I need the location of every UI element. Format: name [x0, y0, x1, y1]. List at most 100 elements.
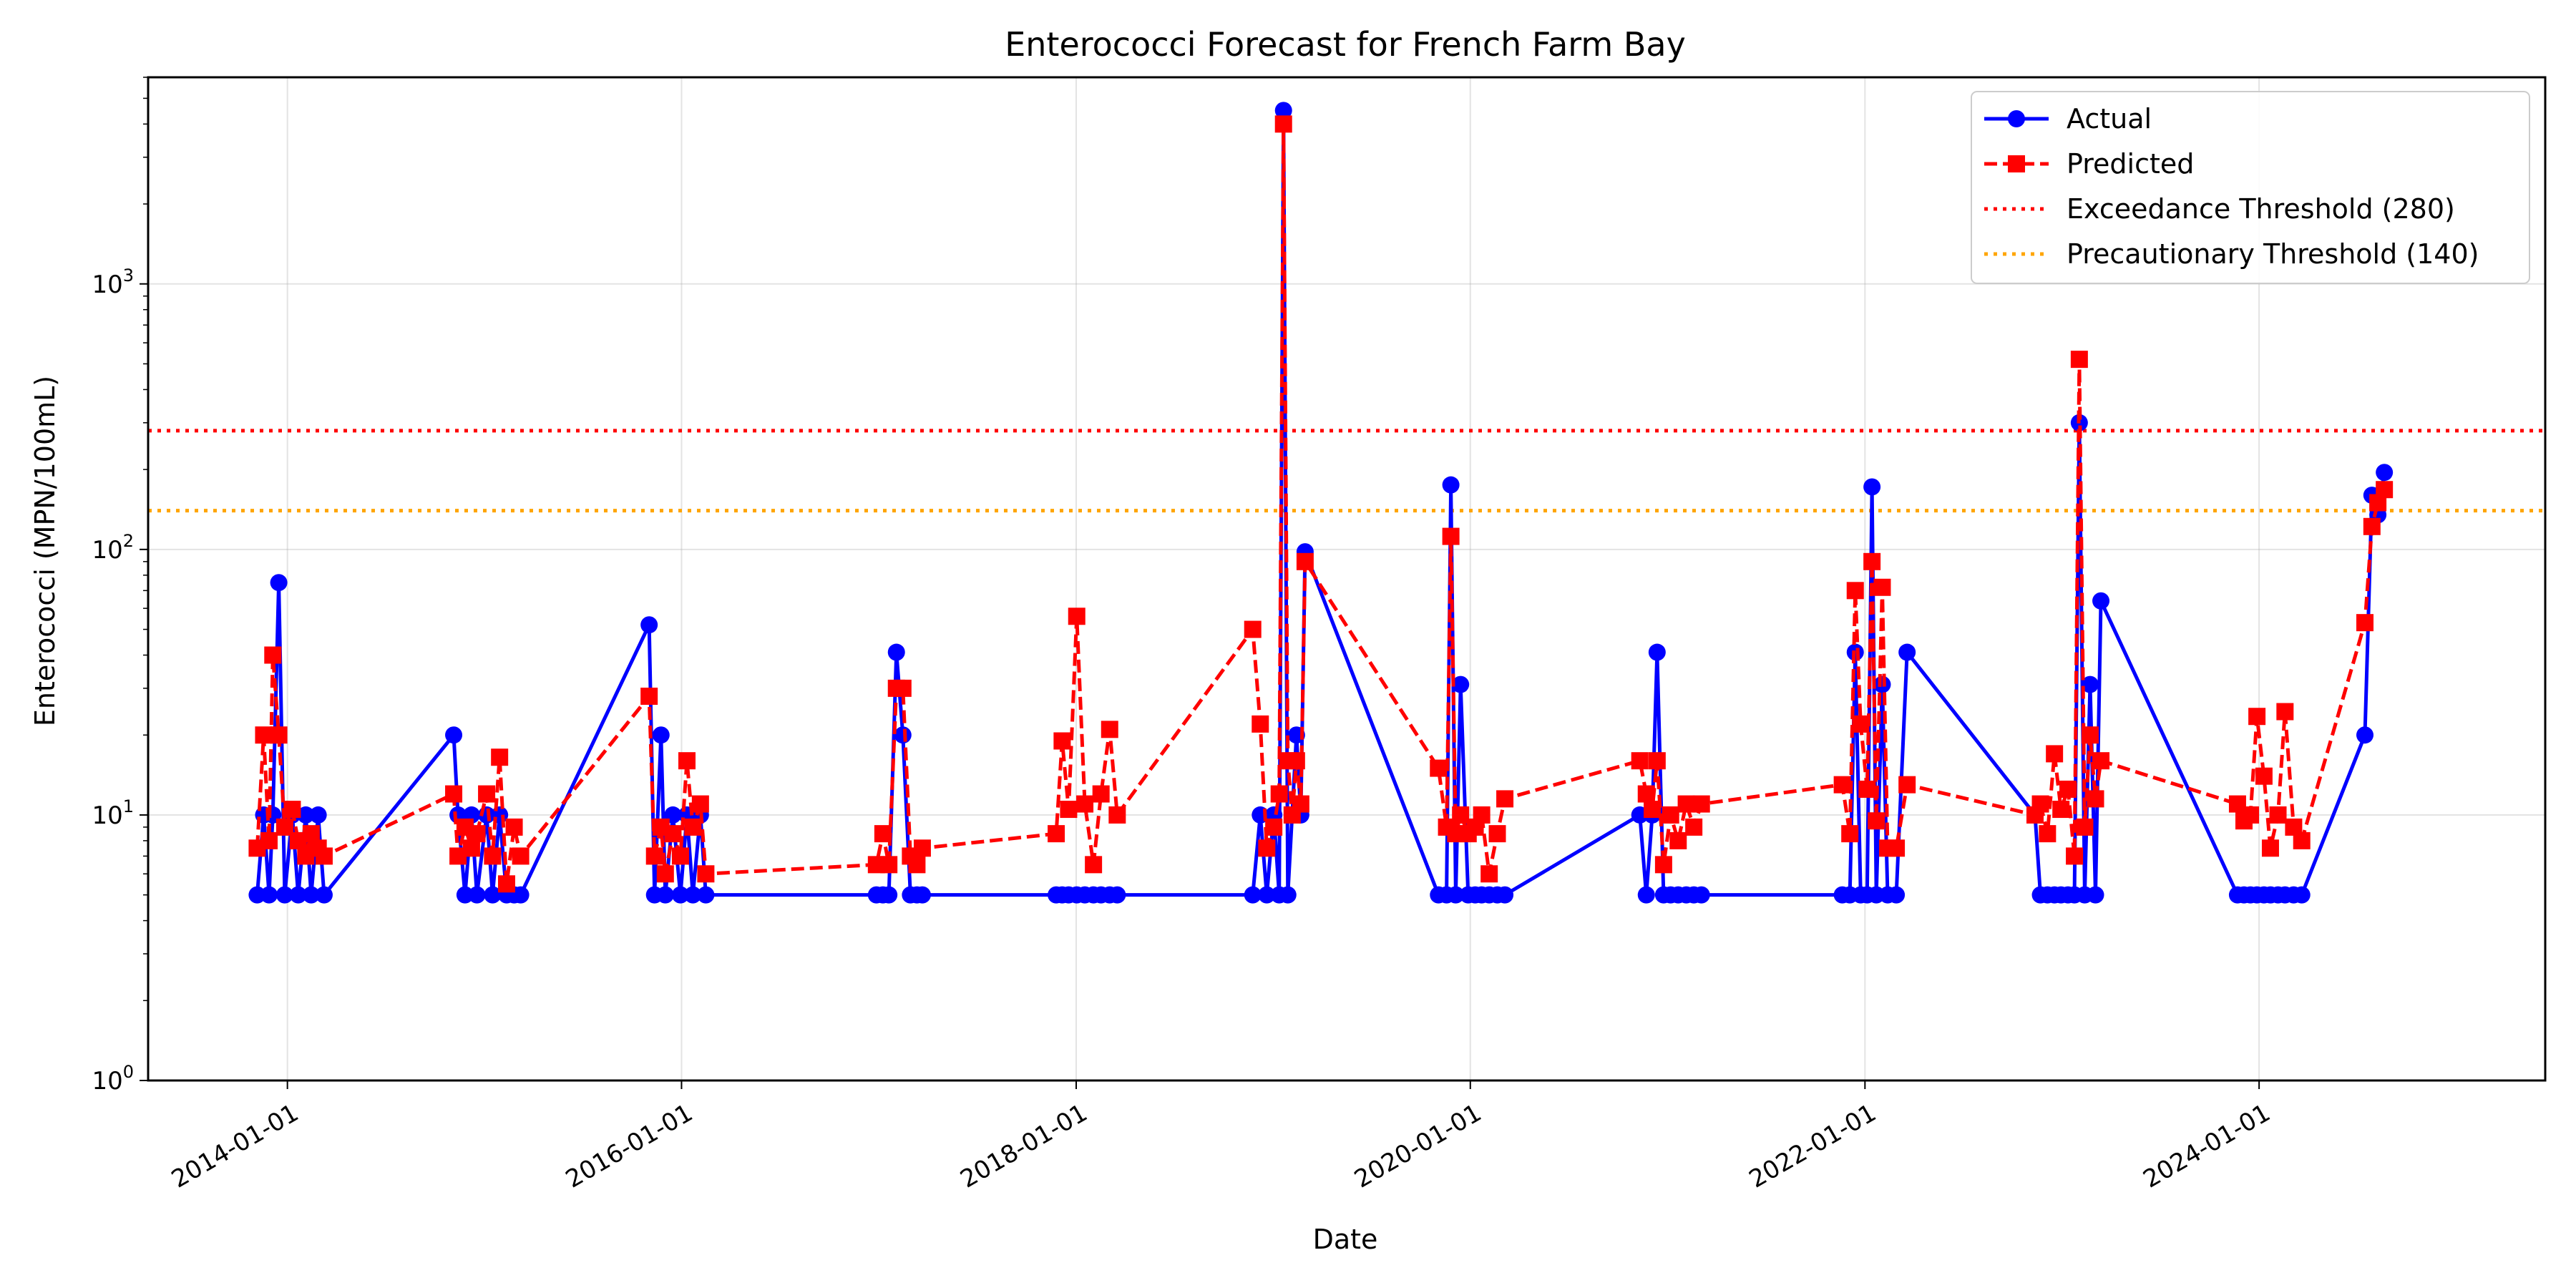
predicted-point: [908, 856, 926, 874]
actual-point: [697, 886, 715, 904]
actual-point: [2356, 726, 2373, 744]
predicted-point: [1888, 839, 1906, 857]
predicted-point: [1644, 801, 1662, 819]
predicted-point: [283, 801, 301, 819]
predicted-point: [1648, 752, 1666, 770]
actual-point: [484, 886, 502, 904]
predicted-point: [1685, 818, 1703, 836]
predicted-point: [2255, 767, 2273, 785]
predicted-point: [2356, 614, 2373, 632]
predicted-point: [1858, 780, 1876, 798]
predicted-point: [1252, 715, 1269, 733]
predicted-point: [2046, 745, 2064, 763]
predicted-point: [678, 752, 696, 770]
actual-point: [468, 886, 486, 904]
predicted-point: [1833, 776, 1851, 794]
predicted-point: [2276, 703, 2294, 721]
predicted-point: [645, 847, 663, 865]
actual-point: [684, 886, 702, 904]
actual-point: [275, 886, 293, 904]
actual-point: [1637, 886, 1655, 904]
actual-point: [2376, 464, 2394, 482]
actual-point: [1452, 675, 1470, 693]
actual-point: [671, 886, 689, 904]
predicted-point: [656, 865, 674, 883]
actual-point: [1279, 886, 1297, 904]
predicted-point: [1452, 806, 1470, 824]
predicted-point: [2031, 795, 2049, 813]
predicted-point: [1274, 115, 1292, 133]
predicted-point: [462, 839, 480, 857]
actual-point: [1898, 643, 1916, 661]
y-tick-label: 103: [92, 265, 134, 299]
y-tick-label: 102: [92, 531, 134, 565]
predicted-point: [2242, 806, 2260, 824]
legend: Actual Predicted Exceedance Threshold (280…: [1971, 91, 2530, 284]
predicted-point: [1287, 752, 1305, 770]
predicted-point: [2076, 818, 2094, 836]
predicted-point: [874, 825, 892, 843]
predicted-point: [640, 687, 658, 705]
actual-point: [1447, 886, 1465, 904]
predicted-point: [2376, 481, 2394, 499]
predicted-point: [664, 825, 682, 843]
predicted-point: [1244, 620, 1262, 638]
predicted-point: [505, 818, 523, 836]
predicted-point: [1430, 759, 1448, 777]
actual-point: [315, 886, 333, 904]
predicted-point: [1898, 776, 1916, 794]
predicted-point: [445, 785, 463, 803]
actual-point: [2092, 592, 2110, 610]
actual-point: [1108, 886, 1126, 904]
predicted-point: [2092, 752, 2110, 770]
predicted-point: [1873, 578, 1891, 596]
predicted-point: [1677, 795, 1695, 813]
predicted-point: [1101, 721, 1118, 738]
predicted-point: [1442, 527, 1460, 545]
legend-label: Exceedance Threshold (280): [2067, 193, 2455, 225]
predicted-point: [671, 847, 689, 865]
predicted-point: [260, 831, 278, 849]
x-axis-label: Date: [1313, 1224, 1378, 1255]
predicted-point: [2039, 825, 2057, 843]
actual-point: [880, 886, 898, 904]
actual-point: [260, 886, 278, 904]
predicted-point: [1692, 795, 1710, 813]
predicted-point: [1868, 812, 1885, 830]
predicted-point: [2261, 839, 2279, 857]
actual-point: [652, 726, 670, 744]
actual-point: [913, 886, 931, 904]
actual-point: [1274, 102, 1292, 119]
predicted-point: [2066, 847, 2084, 865]
legend-label: Predicted: [2067, 148, 2194, 180]
predicted-point: [697, 865, 715, 883]
predicted-point: [1496, 790, 1514, 808]
predicted-point: [1265, 818, 1283, 836]
predicted-point: [1270, 785, 1288, 803]
y-tick-label: 100: [92, 1062, 134, 1096]
predicted-point: [1852, 715, 1870, 733]
predicted-point: [264, 646, 282, 664]
actual-point: [1258, 886, 1276, 904]
actual-point: [2081, 675, 2099, 693]
predicted-point: [512, 847, 530, 865]
legend-marker: [2008, 155, 2025, 172]
actual-point: [297, 806, 315, 824]
actual-point: [289, 886, 307, 904]
predicted-point: [913, 839, 931, 857]
predicted-point: [691, 795, 709, 813]
legend-label: Actual: [2067, 103, 2152, 135]
actual-point: [2293, 886, 2311, 904]
predicted-point: [2081, 726, 2099, 744]
predicted-point: [1258, 839, 1276, 857]
predicted-point: [315, 847, 333, 865]
predicted-point: [684, 818, 702, 836]
predicted-point: [2363, 517, 2381, 535]
actual-point: [456, 886, 474, 904]
predicted-point: [2059, 780, 2077, 798]
predicted-point: [1488, 825, 1506, 843]
y-tick-label: 101: [92, 796, 134, 830]
actual-point: [1888, 886, 1906, 904]
predicted-point: [1637, 785, 1655, 803]
